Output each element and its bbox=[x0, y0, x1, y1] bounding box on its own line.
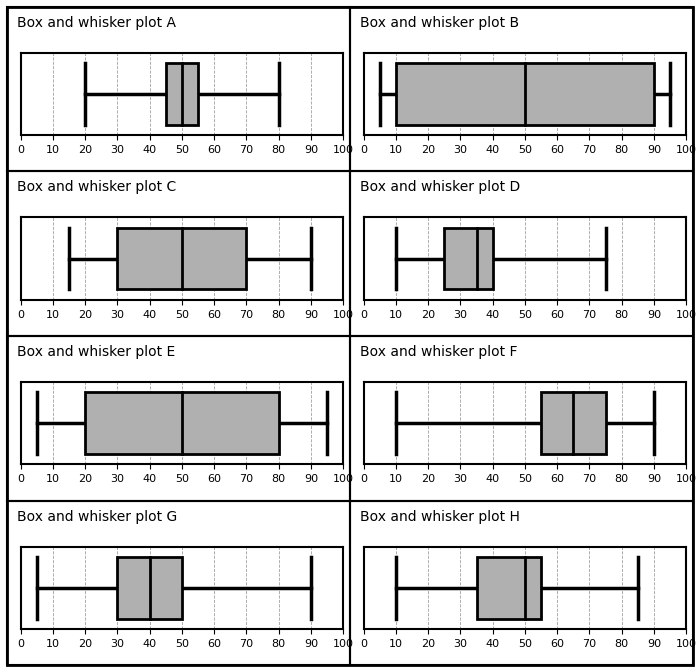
Bar bbox=[477, 557, 541, 619]
Text: Box and whisker plot B: Box and whisker plot B bbox=[360, 16, 519, 30]
Bar bbox=[541, 392, 606, 454]
Text: Box and whisker plot H: Box and whisker plot H bbox=[360, 510, 520, 523]
Text: Box and whisker plot F: Box and whisker plot F bbox=[360, 345, 518, 359]
Bar bbox=[166, 63, 198, 125]
Text: Box and whisker plot G: Box and whisker plot G bbox=[18, 510, 178, 523]
Text: Box and whisker plot D: Box and whisker plot D bbox=[360, 181, 521, 194]
Bar bbox=[118, 228, 246, 290]
Bar bbox=[396, 63, 654, 125]
Text: Box and whisker plot A: Box and whisker plot A bbox=[18, 16, 176, 30]
Bar bbox=[118, 557, 182, 619]
Bar bbox=[85, 392, 279, 454]
Text: Box and whisker plot E: Box and whisker plot E bbox=[18, 345, 176, 359]
Bar bbox=[444, 228, 493, 290]
Text: Box and whisker plot C: Box and whisker plot C bbox=[18, 181, 176, 194]
